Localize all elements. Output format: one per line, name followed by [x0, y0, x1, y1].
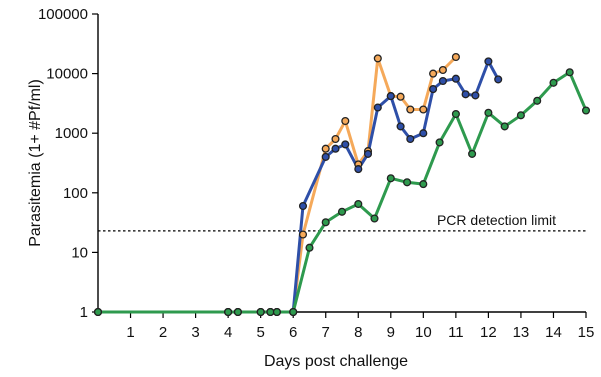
series-3-point — [516, 111, 525, 120]
series-3-point — [224, 307, 233, 317]
x-tick-label: 1 — [126, 324, 134, 341]
series-3-point — [305, 243, 314, 252]
series-3-point — [386, 174, 395, 183]
series-3-point — [93, 307, 103, 317]
y-tick-label: 100 — [63, 185, 88, 202]
series-3-point — [533, 96, 542, 105]
x-tick-label: 7 — [322, 324, 330, 341]
x-tick-label: 3 — [191, 324, 199, 341]
series-line-3 — [96, 70, 588, 314]
y-tick-label: 1000 — [55, 125, 88, 142]
series-1-point — [406, 105, 415, 114]
series-2-point — [386, 92, 395, 101]
series-1-point — [321, 144, 330, 153]
series-3-point — [354, 199, 363, 209]
x-tick-label: 11 — [448, 324, 464, 341]
pcr-detection-limit: PCR detection limit — [98, 212, 586, 232]
x-axis: 1 2 3 4 5 6 7 8 9 10 11 12 13 14 15 — [98, 311, 594, 341]
series-2-point — [331, 144, 340, 153]
x-tick-label: 6 — [289, 324, 297, 341]
series-2-point — [363, 149, 373, 158]
series-1-point — [438, 65, 447, 75]
series-2-point — [321, 152, 330, 161]
x-tick-label: 8 — [354, 324, 362, 341]
y-tick-label: 100000 — [38, 6, 88, 23]
series-2-point — [419, 129, 428, 138]
x-tick-group: 1 2 3 4 5 6 7 8 9 10 11 12 13 14 15 — [126, 312, 594, 341]
series-3-point — [266, 307, 275, 317]
series-1-point — [396, 92, 405, 101]
series-2-point — [494, 75, 503, 84]
series-3-point — [272, 307, 281, 317]
series-1-point — [451, 52, 460, 62]
series-1-point — [298, 230, 308, 239]
series-3-point — [419, 180, 428, 189]
series-2-point — [396, 122, 405, 131]
series-2-point — [461, 90, 470, 99]
series-2-point — [438, 76, 447, 86]
series-2-point — [373, 103, 382, 112]
x-axis-title: Days post challenge — [264, 353, 408, 370]
series-3-point — [370, 214, 379, 223]
y-tick-label: 10000 — [46, 66, 88, 83]
x-tick-label: 2 — [159, 324, 167, 341]
series-2-point — [429, 85, 438, 94]
series-3-point — [435, 138, 444, 147]
series-2-point — [341, 140, 350, 149]
y-axis-title: Parasitemia (1+ #Pf/ml) — [27, 79, 44, 247]
x-tick-label: 14 — [545, 324, 562, 341]
series-line-2 — [96, 59, 500, 314]
y-tick-label: 10 — [71, 244, 88, 261]
series-3-point — [500, 122, 509, 131]
series-1-point — [429, 69, 438, 78]
series-2-point — [471, 91, 480, 100]
pcr-detection-limit-label: PCR detection limit — [437, 212, 556, 228]
series-3-point — [549, 78, 558, 87]
series-2-point — [406, 134, 415, 144]
y-axis: 1 10 100 1000 10000 100000 — [38, 6, 99, 321]
series-1-point — [341, 116, 350, 126]
y-tick-group: 1 10 100 1000 10000 100000 — [38, 6, 98, 321]
x-tick-label: 5 — [256, 324, 264, 341]
series-3-point — [484, 108, 493, 117]
series-2-point — [451, 74, 460, 83]
x-tick-label: 12 — [480, 324, 497, 341]
x-tick-label: 13 — [513, 324, 530, 341]
series-group — [93, 52, 591, 317]
series-3-point — [337, 207, 347, 216]
x-tick-label: 4 — [224, 324, 232, 341]
series-2-point — [484, 57, 493, 66]
x-tick-label: 15 — [578, 324, 595, 341]
series-1-point — [373, 54, 382, 63]
series-3-point — [233, 307, 242, 317]
x-tick-label: 10 — [415, 324, 432, 341]
series-1-point — [331, 134, 340, 144]
series-2-point — [354, 165, 363, 174]
series-3-point — [581, 106, 591, 115]
series-3-point — [403, 178, 412, 187]
series-3-point — [565, 68, 574, 77]
x-tick-label: 9 — [387, 324, 395, 341]
series-3-point — [451, 109, 460, 119]
series-3-point — [289, 307, 298, 317]
series-1-point — [419, 105, 428, 114]
series-2-point — [298, 201, 308, 211]
series-3-point — [256, 307, 265, 317]
series-3-point — [321, 218, 330, 227]
y-tick-label: 1 — [80, 304, 88, 321]
series-3-point — [468, 149, 477, 158]
